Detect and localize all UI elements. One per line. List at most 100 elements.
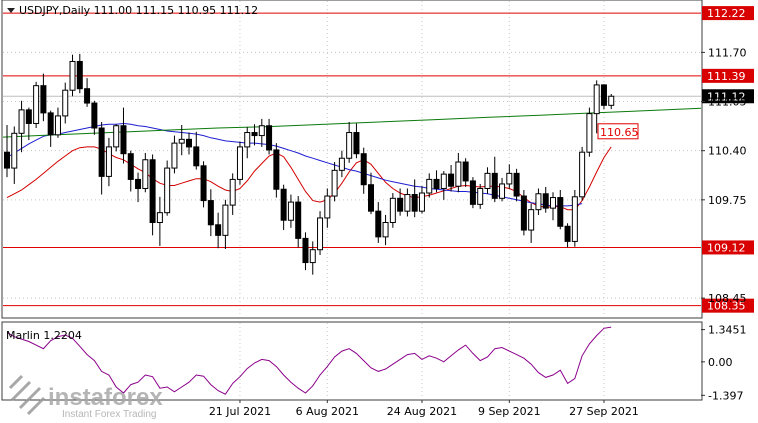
candle-body bbox=[98, 127, 105, 177]
candle-body bbox=[600, 84, 607, 106]
candle-body bbox=[542, 193, 549, 209]
candle[interactable] bbox=[178, 124, 185, 156]
candle[interactable] bbox=[411, 179, 418, 218]
candle[interactable] bbox=[127, 150, 134, 192]
candle-body bbox=[528, 209, 535, 231]
candle[interactable] bbox=[251, 124, 258, 146]
candle[interactable] bbox=[528, 203, 535, 243]
candle[interactable] bbox=[593, 80, 600, 134]
candle[interactable] bbox=[54, 107, 61, 138]
candle[interactable] bbox=[33, 81, 40, 129]
candle[interactable] bbox=[520, 189, 527, 236]
candle[interactable] bbox=[455, 152, 462, 193]
candle[interactable] bbox=[222, 199, 229, 249]
candle[interactable] bbox=[193, 131, 200, 170]
candle[interactable] bbox=[135, 172, 142, 203]
candle[interactable] bbox=[353, 123, 360, 159]
candle[interactable] bbox=[506, 164, 513, 189]
candle[interactable] bbox=[287, 194, 294, 228]
candle[interactable] bbox=[164, 160, 171, 216]
candle[interactable] bbox=[4, 124, 10, 178]
candle[interactable] bbox=[40, 73, 47, 122]
candle[interactable] bbox=[280, 184, 287, 231]
time-tick-label: 21 Jul 2021 bbox=[209, 405, 271, 418]
candle[interactable] bbox=[513, 168, 520, 202]
candle[interactable] bbox=[207, 189, 214, 237]
candle[interactable] bbox=[120, 107, 127, 164]
candle[interactable] bbox=[397, 188, 404, 216]
candle[interactable] bbox=[236, 141, 243, 185]
candle[interactable] bbox=[368, 172, 374, 215]
candle-body bbox=[251, 132, 258, 137]
candle[interactable] bbox=[273, 143, 280, 198]
candle[interactable] bbox=[564, 223, 571, 248]
candle[interactable] bbox=[469, 177, 476, 209]
level-price-label: 109.12 bbox=[707, 241, 746, 254]
candle[interactable] bbox=[477, 183, 484, 209]
candle[interactable] bbox=[579, 146, 586, 201]
candle[interactable] bbox=[404, 188, 411, 217]
candle[interactable] bbox=[18, 100, 25, 153]
candles bbox=[4, 53, 615, 275]
candle[interactable] bbox=[360, 147, 367, 194]
candle[interactable] bbox=[105, 137, 112, 187]
candle[interactable] bbox=[535, 188, 542, 215]
candle[interactable] bbox=[331, 162, 338, 202]
candle[interactable] bbox=[91, 100, 98, 135]
candle[interactable] bbox=[433, 170, 440, 193]
candle[interactable] bbox=[418, 186, 425, 214]
candle[interactable] bbox=[84, 78, 91, 107]
candle[interactable] bbox=[156, 196, 163, 246]
candle[interactable] bbox=[149, 154, 156, 236]
candle[interactable] bbox=[389, 193, 396, 228]
candle[interactable] bbox=[266, 118, 273, 155]
candle[interactable] bbox=[426, 173, 433, 198]
candle[interactable] bbox=[47, 110, 54, 147]
candle[interactable] bbox=[491, 156, 498, 203]
candle[interactable] bbox=[338, 150, 345, 178]
annotation-box bbox=[597, 123, 639, 140]
candle[interactable] bbox=[317, 211, 324, 256]
candle[interactable] bbox=[462, 158, 469, 187]
candle[interactable] bbox=[229, 173, 236, 215]
candle[interactable] bbox=[586, 107, 593, 157]
candle[interactable] bbox=[499, 177, 506, 202]
candle[interactable] bbox=[382, 214, 389, 246]
candle[interactable] bbox=[98, 121, 105, 195]
candle[interactable] bbox=[258, 118, 265, 147]
candle-body bbox=[608, 95, 615, 106]
candle[interactable] bbox=[113, 124, 120, 152]
candle[interactable] bbox=[309, 241, 316, 275]
candle[interactable] bbox=[302, 232, 309, 271]
candle[interactable] bbox=[557, 189, 564, 230]
candle[interactable] bbox=[186, 132, 192, 155]
candle[interactable] bbox=[69, 54, 76, 97]
candle[interactable] bbox=[76, 53, 83, 94]
candle[interactable] bbox=[295, 196, 302, 248]
candle-body bbox=[222, 204, 229, 236]
candle-body bbox=[338, 157, 345, 171]
candle[interactable] bbox=[346, 121, 353, 163]
candle[interactable] bbox=[25, 107, 32, 141]
candle[interactable] bbox=[11, 126, 18, 184]
candle[interactable] bbox=[600, 84, 607, 110]
candle[interactable] bbox=[440, 171, 447, 200]
candle[interactable] bbox=[215, 212, 222, 249]
candle[interactable] bbox=[62, 82, 69, 124]
candle[interactable] bbox=[542, 186, 549, 213]
candle[interactable] bbox=[244, 127, 251, 159]
candle[interactable] bbox=[171, 135, 178, 174]
candle[interactable] bbox=[324, 188, 331, 228]
candle[interactable] bbox=[550, 192, 556, 221]
candle[interactable] bbox=[484, 167, 491, 194]
candle[interactable] bbox=[571, 189, 578, 247]
dropdown-triangle-icon[interactable] bbox=[7, 8, 15, 13]
candle[interactable] bbox=[448, 165, 455, 192]
candle[interactable] bbox=[142, 152, 149, 193]
candle[interactable] bbox=[608, 93, 615, 110]
candle-body bbox=[273, 149, 280, 190]
candle[interactable] bbox=[200, 161, 207, 208]
candle-body bbox=[440, 173, 447, 189]
candle[interactable] bbox=[375, 202, 382, 243]
